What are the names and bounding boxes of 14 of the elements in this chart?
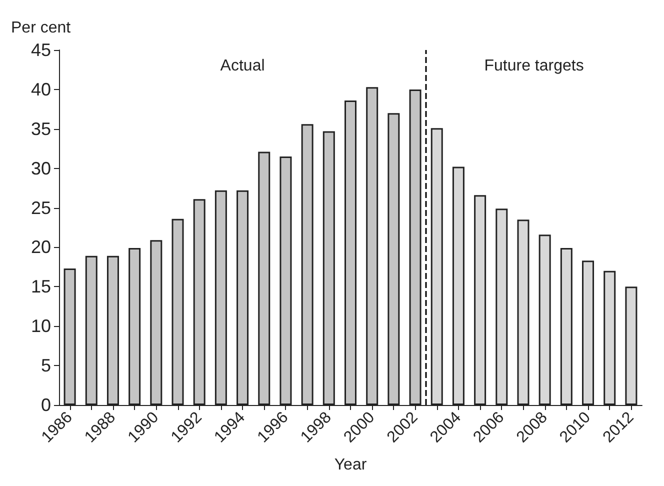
y-tick-label: 20 — [30, 237, 51, 258]
y-tick-label: 5 — [40, 356, 51, 376]
y-tick-label: 35 — [30, 118, 51, 139]
y-axis-title: Per cent — [11, 20, 72, 36]
y-tick-label: 15 — [30, 276, 51, 297]
annotation: Future targets — [484, 57, 584, 74]
y-tick-label: 40 — [30, 79, 51, 100]
y-tick-label: 45 — [30, 40, 51, 60]
x-axis-title: Year — [334, 456, 368, 474]
y-tick-label: 30 — [30, 158, 51, 178]
y-tick-label: 10 — [30, 316, 51, 336]
annotation: Actual — [220, 57, 265, 74]
y-tick-label: 0 — [40, 395, 51, 415]
y-tick-label: 25 — [30, 198, 51, 218]
